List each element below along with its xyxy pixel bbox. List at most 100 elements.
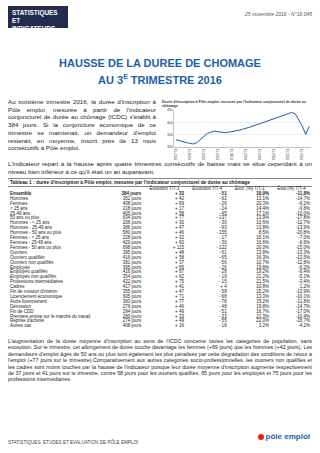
html-text:- 24: - 24 [218, 205, 227, 211]
html-text:13,1%: 13,1% [256, 195, 270, 201]
svg-text:2016T1: 2016T1 [300, 149, 304, 160]
html-text:+ 115: + 115 [172, 244, 184, 250]
html-text:20,0%: 20,0% [256, 244, 270, 250]
html-text:386 jours: 386 jours [122, 225, 142, 231]
html-text:L'augmentation de la durée moy: L'augmentation de la durée moyenne d'ins… [8, 338, 312, 383]
html-text:- 26: - 26 [218, 200, 227, 206]
html-text:17,1%: 17,1% [256, 210, 270, 216]
svg-text:450: 450 [167, 108, 173, 112]
html-text:+ 47: + 47 [175, 225, 184, 231]
svg-text:2008T1: 2008T1 [188, 149, 192, 160]
html-text:14,4%: 14,4% [256, 205, 270, 211]
html-text:Hommes - < 25 ans: Hommes - < 25 ans [10, 220, 50, 226]
html-text:-14,7%: -14,7% [295, 195, 310, 201]
html-text:+ 33: + 33 [175, 190, 184, 196]
html-text:25 novembre 2016 - N°16.045: 25 novembre 2016 - N°16.045 [245, 11, 312, 17]
html-text:218 jours: 218 jours [122, 205, 142, 211]
html-text:-11,8%: -11,8% [296, 190, 310, 196]
html-text:L'indicateur repart à la hauss: L'indicateur repart à la hausse après qu… [8, 160, 312, 175]
html-text:+ 32: + 32 [175, 235, 184, 241]
html-text:362 jours: 362 jours [122, 195, 142, 201]
svg-text:2013T1: 2013T1 [258, 149, 262, 160]
html-text:+ 58: + 58 [175, 210, 184, 216]
html-text:20,3%: 20,3% [256, 200, 270, 206]
svg-text:2009T1: 2009T1 [202, 149, 206, 160]
html-text:10,6%: 10,6% [256, 220, 270, 226]
html-text:- 62: - 62 [218, 195, 227, 201]
html-text:+ 58: + 58 [175, 254, 184, 260]
svg-text:2014T1: 2014T1 [272, 149, 276, 160]
html-text:8,5%: 8,5% [258, 230, 270, 236]
svg-text:400: 400 [167, 121, 173, 125]
html-text:Durée d'inscription à Pôle emp: Durée d'inscription à Pôle emploi, mesur… [162, 100, 306, 109]
html-text:- 17: - 17 [218, 235, 227, 241]
html-text:+ 17: + 17 [175, 205, 184, 211]
html-text:228 jours: 228 jours [122, 235, 142, 241]
html-text:AU 3ETRIMESTRE 2016: AU 3ETRIMESTRE 2016 [98, 73, 222, 86]
html-text:50 ans ou plus: 50 ans ou plus [10, 215, 40, 221]
html-text:- 45: - 45 [218, 210, 227, 216]
html-text:- 137: - 137 [216, 215, 227, 221]
html-text:Femmes - 50 ans ou plus: Femmes - 50 ans ou plus [10, 244, 61, 250]
svg-text:2015T1: 2015T1 [286, 149, 290, 160]
html-text:580 jours: 580 jours [122, 230, 142, 236]
html-text:405 jours: 405 jours [122, 210, 142, 216]
html-text:395 jours: 395 jours [122, 249, 142, 255]
html-text:10,9%: 10,9% [256, 190, 270, 196]
html-text:698 jours: 698 jours [122, 244, 142, 250]
html-text:-9,8%: -9,8% [298, 205, 310, 211]
html-text:-17,8%: -17,8% [295, 215, 310, 221]
html-text:-13,3%: -13,3% [295, 249, 310, 255]
html-text:-7,0%: -7,0% [298, 235, 310, 241]
svg-text:2010T1: 2010T1 [216, 149, 220, 160]
html-text:416 jours: 416 jours [122, 254, 142, 260]
svg-text:2011T1: 2011T1 [230, 149, 234, 160]
html-text:< 25 ans: < 25 ans [10, 205, 28, 211]
html-text:+ 30: + 30 [175, 220, 184, 226]
svg-text:350: 350 [167, 133, 173, 137]
html-text:Ensemble: Ensemble [10, 190, 32, 196]
html-text:- 65: - 65 [218, 254, 227, 260]
html-text:634 jours: 634 jours [122, 215, 142, 221]
html-text:-15,0%: -15,0% [295, 244, 310, 250]
html-text:Au troisième trimestre 2016, l: Au troisième trimestre 2016, la durée d'… [8, 98, 156, 152]
html-text:+ 42: + 42 [175, 195, 184, 201]
html-text:+ 46: + 46 [175, 230, 184, 236]
html-text:384 jours: 384 jours [121, 190, 142, 196]
html-text:- 51: - 51 [218, 190, 227, 196]
html-text:-6,2%: -6,2% [298, 200, 310, 206]
html-text:206 jours: 206 jours [122, 220, 142, 226]
svg-text:2007T1: 2007T1 [174, 149, 178, 160]
html-text:Hommes: Hommes [10, 195, 28, 201]
html-text:408 jours: 408 jours [122, 200, 142, 206]
html-text:13,8%: 13,8% [256, 225, 270, 231]
html-text:Femmes - < 25 ans: Femmes - < 25 ans [10, 235, 49, 241]
html-text:+ 69: + 69 [175, 200, 184, 206]
html-text:16,1%: 16,1% [256, 235, 270, 241]
html-text:Ouvriers: Ouvriers [10, 249, 27, 255]
html-text:25-49 ans: 25-49 ans [10, 210, 30, 216]
html-text:- 122: - 122 [216, 244, 227, 250]
html-text:Femmes: Femmes [10, 200, 28, 206]
svg-text:300: 300 [167, 145, 173, 149]
html-text:13,9%: 13,9% [256, 215, 270, 221]
html-text:- 93: - 93 [218, 225, 227, 231]
html-text:HAUSSE DE LA DUREE DE CHOMAGE: HAUSSE DE LA DUREE DE CHOMAGE [59, 57, 261, 69]
html-text:Hommes - 50 ans ou plus: Hommes - 50 ans ou plus [10, 230, 62, 236]
html-text:+ 48: + 48 [175, 249, 184, 255]
html-text:pôle emploi: pôle emploi [265, 432, 310, 441]
html-text:+ 77: + 77 [175, 215, 184, 221]
html-text:13,8%: 13,8% [256, 249, 270, 255]
html-text:- 155: - 155 [216, 230, 227, 236]
html-text:-20,8%: -20,8% [295, 230, 310, 236]
html-text:-13,9%: -13,9% [295, 225, 310, 231]
svg-text:2012T1: 2012T1 [244, 149, 248, 160]
html-text:Ouvriers qualifiés: Ouvriers qualifiés [10, 254, 45, 260]
html-text:Hommes - 25-49 ans: Hommes - 25-49 ans [10, 225, 52, 231]
html-text:ET INDICATEURS: ET INDICATEURS [12, 17, 56, 32]
html-text:- 61: - 61 [218, 249, 227, 255]
html-text:STATISTIQUES: STATISTIQUES [12, 9, 58, 16]
html-text:-10,0%: -10,0% [295, 210, 310, 216]
html-text:-12,7%: -12,7% [295, 220, 310, 226]
html-text:- 30: - 30 [218, 220, 227, 226]
